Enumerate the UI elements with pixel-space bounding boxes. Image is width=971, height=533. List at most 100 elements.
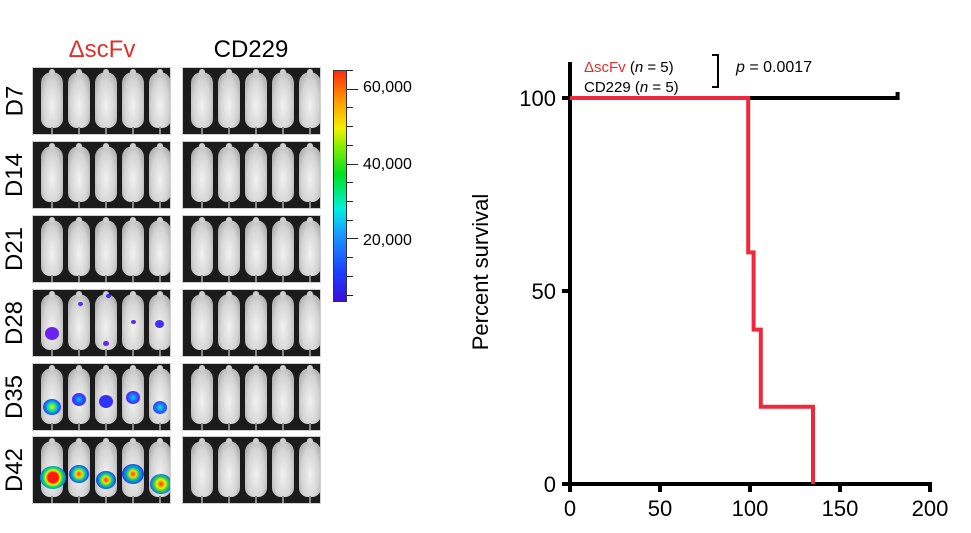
bioluminescence-image-panel	[182, 141, 321, 209]
bioluminescence-image-panel	[32, 141, 171, 209]
mouse-image	[245, 291, 267, 356]
mouse-image	[149, 69, 170, 134]
mouse-image	[149, 143, 170, 208]
mouse-image	[218, 291, 240, 356]
mouse-image	[299, 438, 320, 503]
bioluminescence-image-panel	[32, 289, 171, 357]
legend-label-dscfv: ΔscFv	[584, 59, 626, 76]
mouse-image	[218, 69, 240, 134]
bioluminescence-image-panel	[32, 215, 171, 283]
mouse-image	[41, 365, 63, 430]
colorbar-tick	[347, 89, 358, 90]
mouse-image	[68, 291, 90, 356]
x-tick-label: 100	[732, 496, 769, 521]
legend-label-cd229: CD229	[584, 79, 631, 96]
mouse-image	[272, 143, 294, 208]
mouse-image	[191, 365, 213, 430]
mouse-image	[191, 69, 213, 134]
p-value: p = 0.0017	[735, 59, 812, 76]
mouse-image	[68, 143, 90, 208]
mouse-image	[191, 438, 213, 503]
x-tick-label: 150	[822, 496, 859, 521]
y-axis-label: Percent survival	[468, 194, 493, 351]
x-tick-label: 50	[648, 496, 672, 521]
mouse-image	[272, 69, 294, 134]
mouse-image	[245, 69, 267, 134]
bioluminescence-image-panel	[182, 436, 321, 504]
bioluminescence-image-panel	[182, 67, 321, 135]
tumor-signal	[130, 319, 136, 324]
mouse-image	[68, 217, 90, 282]
mouse-image	[299, 143, 320, 208]
legend-entry-dscfv: ΔscFv (n = 5)	[584, 59, 674, 76]
series-line-dscfv	[570, 96, 815, 484]
mouse-image	[41, 143, 63, 208]
row-label: D42	[1, 447, 28, 493]
colorbar-tick	[347, 107, 353, 108]
mouse-image	[191, 217, 213, 282]
colorbar-label: 20,000	[363, 232, 412, 249]
colorbar-tick	[347, 220, 353, 221]
tumor-signal	[155, 319, 165, 328]
tumor-signal	[78, 301, 84, 306]
legend: ΔscFv (n = 5) CD229 (n = 5) p = 0.0017	[584, 54, 812, 96]
tumor-signal	[149, 474, 170, 494]
mouse-image	[218, 217, 240, 282]
colorbar-tick	[347, 295, 353, 296]
y-tick-label: 0	[544, 472, 556, 497]
colorbar-tick	[347, 276, 353, 277]
mouse-image	[299, 365, 320, 430]
mouse-image	[272, 291, 294, 356]
tumor-signal	[39, 466, 66, 490]
colorbar-label: 40,000	[363, 156, 412, 173]
significance-bracket	[712, 54, 719, 88]
bioluminescence-image-panel	[32, 67, 171, 135]
x-tick-label: 200	[912, 496, 949, 521]
tumor-signal	[96, 471, 117, 489]
tumor-signal	[99, 395, 113, 408]
mouse-image	[68, 69, 90, 134]
colorbar-tick	[347, 238, 358, 239]
mouse-image	[41, 69, 63, 134]
mouse-image	[95, 69, 117, 134]
tumor-signal	[72, 393, 87, 406]
bioluminescence-image-panel	[32, 363, 171, 431]
y-tick-label: 100	[519, 86, 556, 111]
tumor-signal	[105, 293, 111, 298]
bioluminescence-image-panel	[32, 436, 171, 504]
row-label: D14	[1, 152, 28, 198]
mouse-image	[272, 365, 294, 430]
mouse-image	[245, 438, 267, 503]
mouse-image	[41, 291, 63, 356]
colorbar-tick	[347, 164, 358, 165]
colorbar-tick	[347, 126, 353, 127]
mouse-image	[122, 143, 144, 208]
mouse-image	[299, 291, 320, 356]
mouse-image	[191, 143, 213, 208]
tumor-signal	[103, 341, 109, 347]
mouse-image	[245, 217, 267, 282]
legend-entry-cd229: CD229 (n = 5)	[584, 79, 679, 96]
row-label: D28	[1, 300, 28, 346]
mouse-image	[41, 217, 63, 282]
colorbar-tick	[347, 70, 353, 71]
colorbar-tick	[347, 257, 353, 258]
mouse-image	[245, 143, 267, 208]
mouse-image	[122, 69, 144, 134]
mouse-image	[272, 217, 294, 282]
bioluminescence-image-panel	[182, 363, 321, 431]
row-label: D35	[1, 374, 28, 420]
tumor-signal	[126, 391, 141, 404]
y-tick-label: 50	[532, 279, 556, 304]
mouse-image	[299, 69, 320, 134]
tumor-signal	[152, 401, 167, 414]
bioluminescence-image-panel	[182, 215, 321, 283]
mouse-image	[95, 143, 117, 208]
mouse-image	[122, 217, 144, 282]
row-label: D7	[1, 85, 28, 117]
mouse-image	[191, 291, 213, 356]
mouse-image	[245, 365, 267, 430]
colorbar	[333, 70, 347, 302]
column-title-cd229: CD229	[213, 36, 289, 63]
bioluminescence-image-panel	[182, 289, 321, 357]
